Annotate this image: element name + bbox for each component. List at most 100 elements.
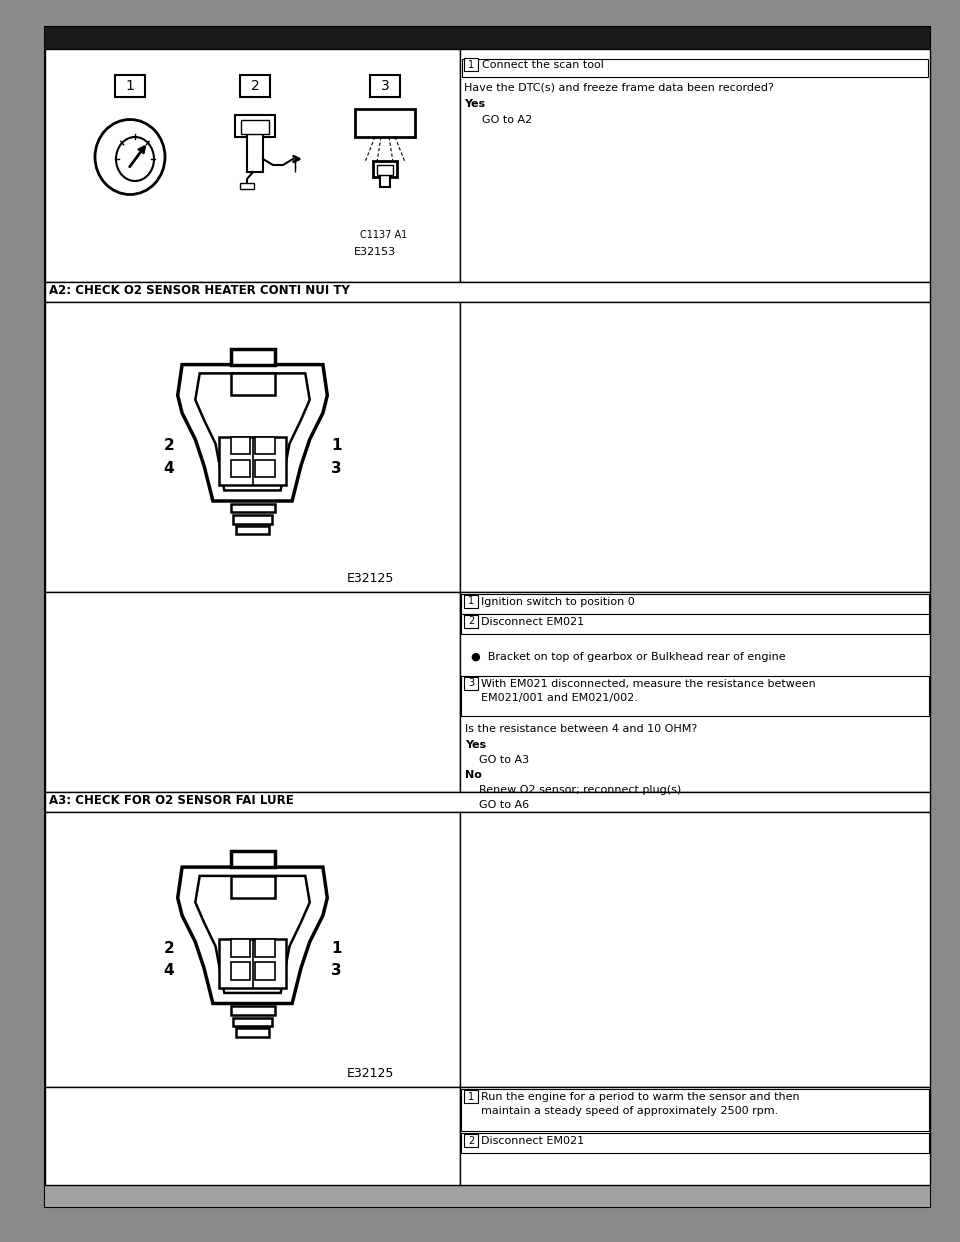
Bar — [45, 792, 930, 812]
Bar — [241, 120, 269, 134]
Text: 1: 1 — [331, 940, 342, 955]
Text: 4: 4 — [163, 461, 174, 476]
Bar — [247, 134, 263, 171]
Polygon shape — [195, 374, 310, 491]
Bar — [240, 75, 270, 97]
Text: 2: 2 — [468, 616, 474, 626]
Text: Yes: Yes — [464, 99, 485, 109]
Polygon shape — [178, 365, 327, 501]
Bar — [255, 460, 275, 477]
Bar — [45, 27, 930, 48]
Bar — [230, 349, 275, 365]
Bar — [230, 963, 250, 980]
Bar — [230, 437, 250, 455]
Bar — [461, 1089, 929, 1131]
Bar — [460, 48, 930, 282]
Text: Run the engine for a period to warm the sensor and then: Run the engine for a period to warm the … — [481, 1092, 800, 1102]
Text: GO to A6: GO to A6 — [479, 800, 529, 810]
Text: Connect the scan tool: Connect the scan tool — [482, 60, 604, 70]
Text: 4: 4 — [163, 964, 174, 979]
Ellipse shape — [116, 137, 154, 181]
Bar — [230, 374, 275, 395]
Text: 3: 3 — [331, 461, 342, 476]
Text: 1: 1 — [468, 1092, 474, 1102]
Text: 1: 1 — [468, 60, 474, 70]
Bar — [464, 58, 478, 71]
Bar — [230, 851, 275, 867]
Text: With EM021 disconnected, measure the resistance between: With EM021 disconnected, measure the res… — [481, 679, 816, 689]
Bar — [230, 460, 250, 477]
Bar — [45, 592, 460, 792]
Bar — [461, 614, 929, 633]
Bar — [255, 963, 275, 980]
Bar — [380, 175, 390, 188]
Bar — [230, 939, 250, 956]
Bar — [45, 812, 460, 1087]
Text: 1: 1 — [126, 79, 134, 93]
Text: Have the DTC(s) and freeze frame data been recorded?: Have the DTC(s) and freeze frame data be… — [464, 83, 774, 93]
Bar — [233, 515, 272, 524]
Bar — [236, 1028, 269, 1037]
Bar — [236, 525, 269, 534]
Bar — [45, 48, 460, 282]
Bar — [461, 676, 929, 715]
Bar — [377, 165, 393, 175]
Text: EM021/001 and EM021/002.: EM021/001 and EM021/002. — [481, 693, 637, 703]
Bar — [45, 302, 460, 592]
Polygon shape — [195, 876, 310, 992]
Bar — [233, 1017, 272, 1026]
Bar — [45, 282, 930, 302]
Text: ●  Bracket on top of gearbox or Bulkhead rear of engine: ● Bracket on top of gearbox or Bulkhead … — [471, 652, 785, 662]
Bar — [230, 876, 275, 898]
Text: 2: 2 — [251, 79, 259, 93]
Text: E32125: E32125 — [347, 573, 394, 585]
Bar — [464, 615, 478, 628]
Bar — [240, 183, 254, 189]
Text: 3: 3 — [380, 79, 390, 93]
Text: 2: 2 — [468, 1135, 474, 1145]
Bar — [464, 1090, 478, 1103]
Bar — [461, 1133, 929, 1153]
Ellipse shape — [95, 119, 165, 195]
Bar — [460, 302, 930, 592]
Text: 3: 3 — [331, 964, 342, 979]
Bar — [464, 595, 478, 609]
Bar — [235, 116, 275, 137]
Bar — [355, 109, 415, 137]
Bar — [462, 60, 928, 77]
Bar — [373, 161, 397, 178]
Bar — [219, 939, 286, 987]
Bar — [464, 677, 478, 691]
Polygon shape — [178, 867, 327, 1004]
Bar — [461, 594, 929, 614]
Bar — [255, 939, 275, 956]
Bar — [460, 592, 930, 792]
Bar — [370, 75, 400, 97]
Text: 2: 2 — [163, 438, 175, 453]
Bar — [255, 437, 275, 455]
Bar — [45, 1087, 460, 1185]
Text: A3: CHECK FOR O2 SENSOR FAI LURE: A3: CHECK FOR O2 SENSOR FAI LURE — [49, 794, 294, 807]
Bar — [230, 504, 275, 513]
Text: 1: 1 — [331, 438, 342, 453]
Bar — [230, 1006, 275, 1015]
Text: 1: 1 — [468, 596, 474, 606]
Bar — [464, 1134, 478, 1148]
Text: Ignition switch to position 0: Ignition switch to position 0 — [481, 597, 635, 607]
Text: Disconnect EM021: Disconnect EM021 — [481, 1136, 584, 1146]
Text: GO to A3: GO to A3 — [479, 755, 529, 765]
Text: Renew O2 sensor; reconnect plug(s): Renew O2 sensor; reconnect plug(s) — [479, 785, 682, 795]
Bar — [219, 437, 286, 486]
Text: C1137 A1: C1137 A1 — [360, 230, 407, 240]
Text: maintain a steady speed of approximately 2500 rpm.: maintain a steady speed of approximately… — [481, 1105, 779, 1117]
Text: 3: 3 — [468, 678, 474, 688]
Bar — [460, 1087, 930, 1185]
Text: 2: 2 — [163, 940, 175, 955]
Text: A2: CHECK O2 SENSOR HEATER CONTI NUI TY: A2: CHECK O2 SENSOR HEATER CONTI NUI TY — [49, 284, 349, 297]
Text: Yes: Yes — [465, 740, 486, 750]
Bar — [460, 812, 930, 1087]
Text: Is the resistance between 4 and 10 OHM?: Is the resistance between 4 and 10 OHM? — [465, 724, 697, 734]
Bar — [45, 1185, 930, 1207]
Bar — [115, 75, 145, 97]
Text: E32125: E32125 — [347, 1067, 394, 1081]
